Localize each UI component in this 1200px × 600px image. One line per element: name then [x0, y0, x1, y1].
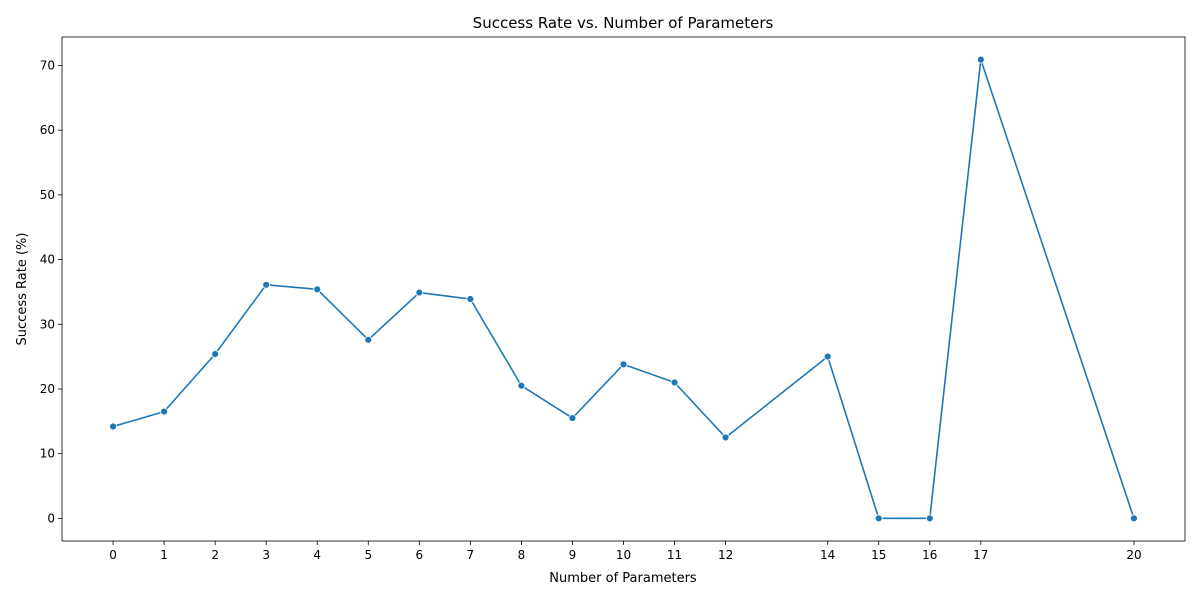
x-tick-label: 17 — [973, 548, 988, 562]
data-point — [160, 407, 168, 416]
x-tick-label: 3 — [262, 548, 270, 562]
x-tick-label: 16 — [922, 548, 937, 562]
y-tick-label: 30 — [40, 317, 55, 331]
data-point — [976, 55, 985, 64]
x-tick-label: 9 — [569, 548, 577, 562]
x-tick-label: 0 — [109, 548, 117, 562]
chart-title: Success Rate vs. Number of Parameters — [473, 14, 774, 32]
data-point — [823, 352, 832, 361]
y-tick-label: 70 — [40, 58, 55, 72]
data-point — [1130, 514, 1138, 523]
data-point — [364, 335, 373, 344]
x-tick-label: 15 — [871, 548, 886, 562]
y-tick-label: 60 — [40, 123, 55, 137]
data-point — [568, 414, 577, 422]
data-point — [313, 285, 322, 294]
y-axis-title: Success Rate (%) — [15, 233, 30, 346]
series-line — [112, 58, 1135, 520]
y-tick-label: 20 — [40, 382, 55, 396]
x-axis-title: Number of Parameters — [549, 571, 697, 586]
x-tick-label: 4 — [313, 548, 321, 562]
x-tick-label: 8 — [518, 548, 526, 562]
y-tick-label: 0 — [47, 511, 55, 525]
y-tick-label: 50 — [40, 188, 55, 202]
data-point — [109, 422, 117, 431]
x-tick-label: 2 — [211, 548, 219, 562]
x-tick-label: 12 — [718, 548, 733, 562]
data-point — [262, 280, 271, 289]
data-point — [211, 350, 220, 358]
y-tick-label: 10 — [40, 447, 55, 461]
data-point — [619, 360, 628, 369]
x-tick-label: 7 — [467, 548, 475, 562]
x-tick-label: 10 — [616, 548, 631, 562]
data-point — [670, 378, 679, 387]
data-point — [925, 514, 934, 523]
data-point — [466, 295, 475, 303]
x-tick-label: 20 — [1126, 548, 1141, 562]
x-tick-label: 6 — [415, 548, 423, 562]
data-point — [721, 433, 730, 442]
x-tick-label: 5 — [364, 548, 372, 562]
data-point — [415, 288, 424, 297]
x-tick-label: 14 — [820, 548, 835, 562]
x-tick-label: 1 — [160, 548, 168, 562]
x-tick-label: 11 — [667, 548, 682, 562]
plot-area: 0 1 2 3 4 5 6 7 8 9 10 11 12 14 15 16 17 2001020304050607… — [40, 36, 1186, 562]
data-point — [874, 514, 883, 523]
y-tick-label: 40 — [40, 253, 55, 267]
data-point — [517, 381, 526, 390]
